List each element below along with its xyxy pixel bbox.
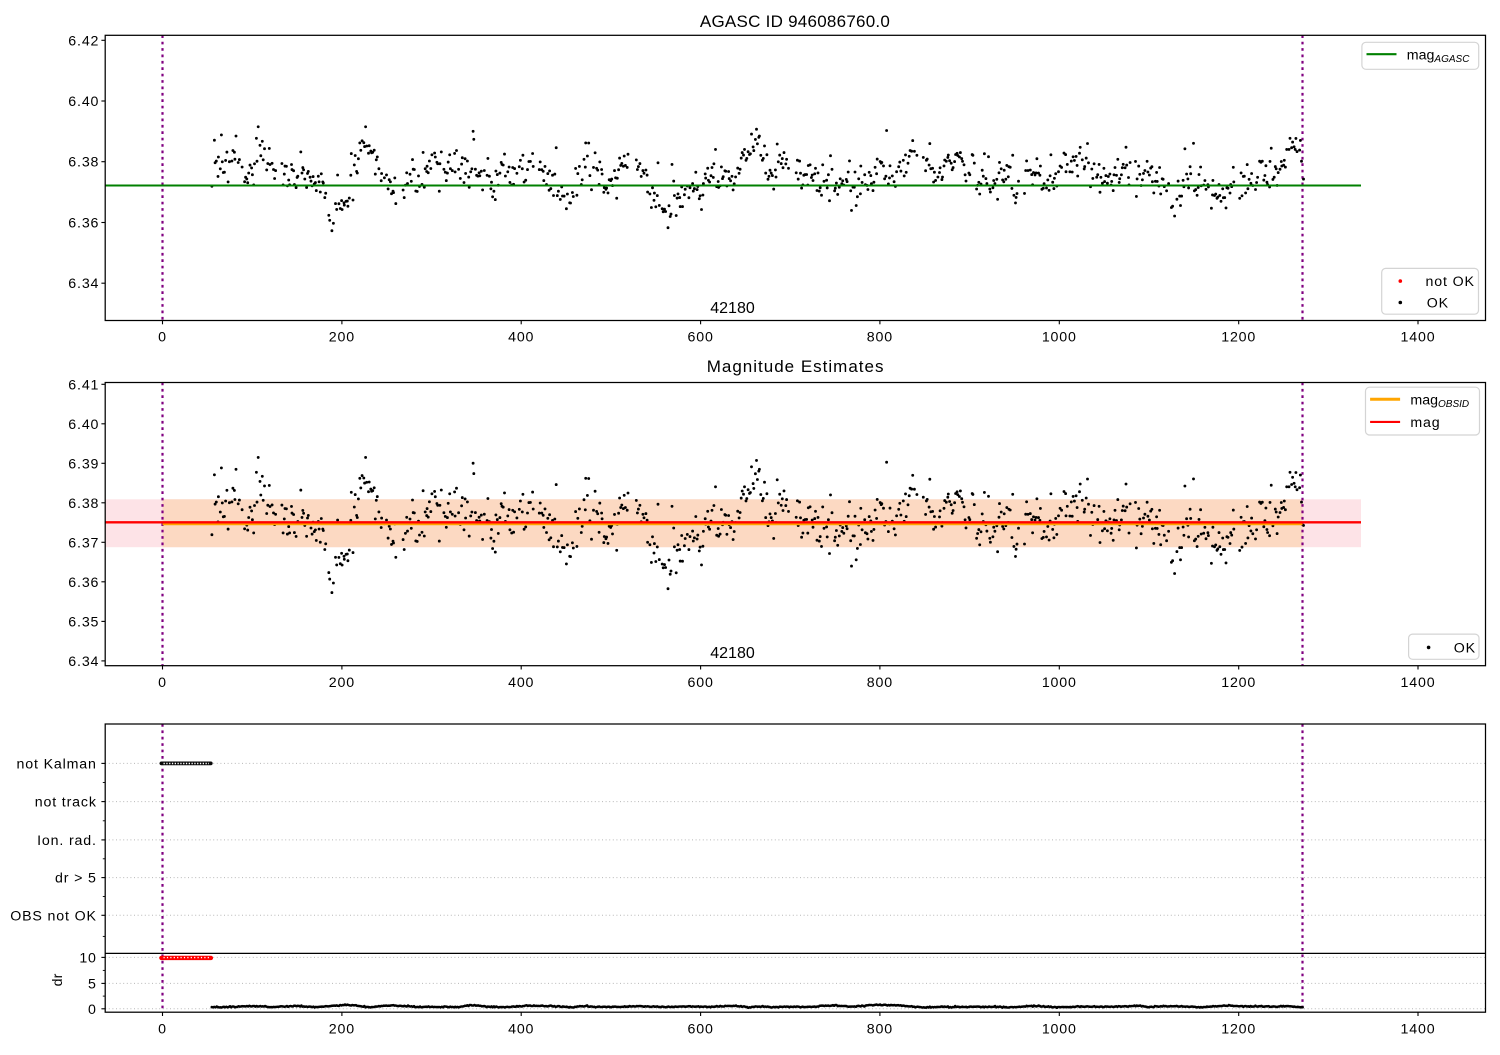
svg-text:not OK: not OK [1426, 274, 1475, 290]
svg-text:6.38: 6.38 [68, 155, 99, 171]
svg-text:200: 200 [329, 675, 355, 691]
svg-text:not Kalman: not Kalman [17, 756, 97, 772]
svg-text:6.38: 6.38 [68, 496, 99, 512]
svg-text:1200: 1200 [1221, 330, 1256, 346]
svg-text:6.35: 6.35 [68, 614, 99, 630]
svg-text:Magnitude Estimates: Magnitude Estimates [707, 357, 885, 376]
svg-text:6.39: 6.39 [68, 456, 99, 472]
svg-text:6.36: 6.36 [68, 216, 99, 232]
svg-text:dr > 5: dr > 5 [55, 871, 97, 887]
svg-text:0: 0 [158, 675, 167, 691]
svg-text:OBS not OK: OBS not OK [10, 908, 97, 924]
svg-text:5: 5 [88, 976, 97, 992]
svg-text:800: 800 [867, 1021, 893, 1037]
svg-text:42180: 42180 [710, 300, 755, 317]
svg-text:1200: 1200 [1221, 1021, 1256, 1037]
svg-text:1000: 1000 [1042, 675, 1077, 691]
svg-text:6.37: 6.37 [68, 535, 99, 551]
svg-text:1000: 1000 [1042, 1021, 1077, 1037]
svg-text:Ion. rad.: Ion. rad. [37, 833, 97, 849]
svg-text:mag: mag [1410, 415, 1440, 431]
svg-text:1400: 1400 [1401, 675, 1436, 691]
svg-text:1400: 1400 [1401, 1021, 1436, 1037]
svg-text:0: 0 [88, 1002, 97, 1018]
svg-text:10: 10 [79, 950, 96, 966]
svg-text:200: 200 [329, 1021, 355, 1037]
svg-text:800: 800 [867, 675, 893, 691]
svg-text:400: 400 [508, 1021, 534, 1037]
svg-text:400: 400 [508, 675, 534, 691]
svg-text:6.36: 6.36 [68, 575, 99, 591]
svg-text:6.40: 6.40 [68, 417, 99, 433]
svg-text:6.41: 6.41 [68, 377, 99, 393]
svg-text:600: 600 [687, 330, 713, 346]
svg-text:1400: 1400 [1401, 330, 1436, 346]
svg-text:800: 800 [867, 330, 893, 346]
svg-text:not track: not track [35, 795, 97, 811]
svg-text:6.40: 6.40 [68, 94, 99, 110]
svg-text:OK: OK [1454, 640, 1476, 656]
svg-text:42180: 42180 [710, 645, 755, 662]
svg-text:400: 400 [508, 330, 534, 346]
svg-text:dr: dr [50, 973, 66, 986]
svg-text:200: 200 [329, 330, 355, 346]
svg-text:0: 0 [158, 330, 167, 346]
svg-text:6.42: 6.42 [68, 33, 99, 49]
svg-text:1200: 1200 [1221, 675, 1256, 691]
svg-text:OK: OK [1427, 296, 1449, 312]
svg-text:1000: 1000 [1042, 330, 1077, 346]
svg-text:600: 600 [687, 675, 713, 691]
svg-text:6.34: 6.34 [68, 276, 99, 292]
svg-text:600: 600 [687, 1021, 713, 1037]
svg-text:0: 0 [158, 1021, 167, 1037]
svg-text:6.34: 6.34 [68, 654, 99, 670]
svg-text:AGASC ID 946086760.0: AGASC ID 946086760.0 [700, 12, 890, 31]
